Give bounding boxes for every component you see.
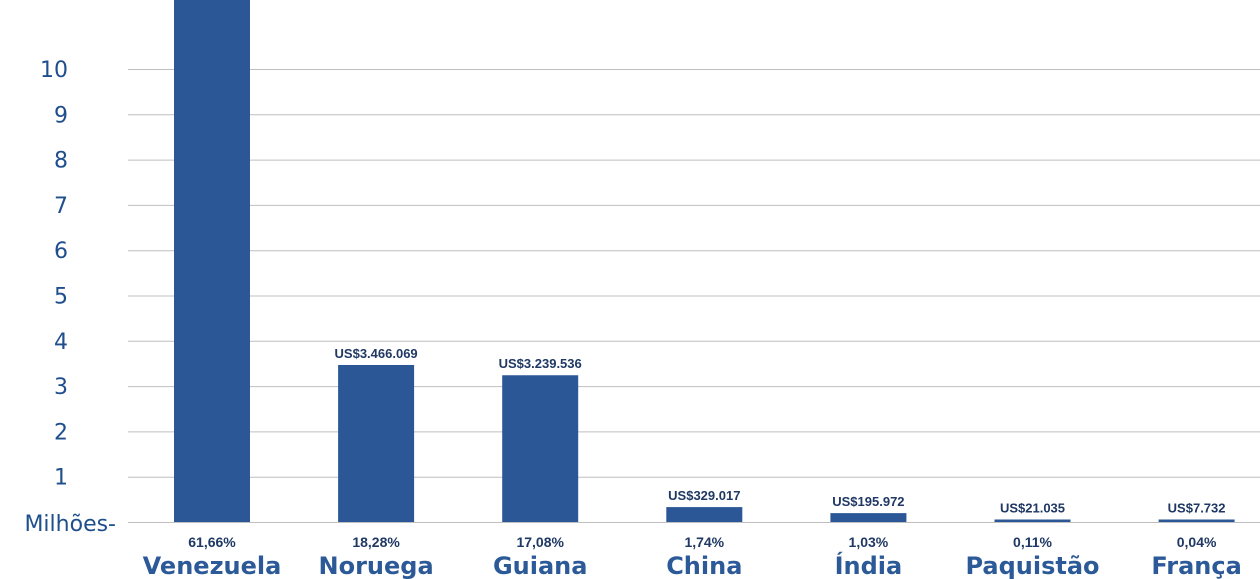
percent-label: 1,74% <box>684 534 724 550</box>
x-tick-label: Noruega <box>319 552 434 579</box>
percent-label: 0,11% <box>1013 534 1052 550</box>
x-tick-label: França <box>1151 552 1241 579</box>
y-tick-label: 8 <box>54 149 68 174</box>
percent-label: 17,08% <box>516 534 564 550</box>
y-tick-label: 2 <box>54 420 68 445</box>
x-tick-label: Paquistão <box>965 552 1099 579</box>
bars <box>174 0 1235 522</box>
category-labels: Venezuela Noruega Guiana China Índia Paquistã… <box>143 551 1242 579</box>
y-tick-label: 4 <box>54 330 68 355</box>
y-tick-label: 5 <box>54 285 68 310</box>
percent-label: 0,04% <box>1177 534 1217 550</box>
x-tick-label: Guiana <box>493 552 588 579</box>
x-tick-label: China <box>666 552 742 579</box>
x-tick-label: Índia <box>835 551 903 579</box>
data-label: US$195.972 <box>832 494 904 509</box>
percent-label: 18,28% <box>352 534 400 550</box>
bar <box>994 519 1071 522</box>
bar <box>830 513 907 522</box>
data-label: US$7.732 <box>1168 501 1226 516</box>
bar <box>666 507 743 522</box>
y-tick-label: 10 <box>40 58 68 83</box>
bar <box>338 364 415 522</box>
percent-label: 61,66% <box>188 534 236 550</box>
y-axis-unit-label: Milhões- <box>24 512 116 537</box>
bar <box>1158 519 1235 522</box>
y-tick-label: 9 <box>54 103 68 128</box>
percent-label: 1,03% <box>849 534 889 550</box>
y-tick-label: 6 <box>54 239 68 264</box>
data-label: US$3.239.536 <box>499 356 582 371</box>
y-tick-label: 7 <box>54 194 68 219</box>
bar <box>502 375 579 522</box>
data-label: US$21.035 <box>1000 501 1065 516</box>
data-label: US$3.466.069 <box>335 346 418 361</box>
y-tick-label: 3 <box>54 375 68 400</box>
y-axis-tick-labels: 1 2 3 4 5 6 7 8 9 10 <box>40 58 68 491</box>
y-tick-label: 1 <box>54 466 68 491</box>
x-tick-label: Venezuela <box>143 552 282 579</box>
data-label: US$329.017 <box>668 488 740 503</box>
value-labels: US$11.691.132US$3.466.069US$3.239.536US$… <box>335 346 1226 516</box>
gridlines <box>128 69 1260 523</box>
bar <box>174 0 250 522</box>
percent-labels: 61,66% 18,28% 17,08% 1,74% 1,03% 0,11% 0,04% <box>188 534 1217 550</box>
